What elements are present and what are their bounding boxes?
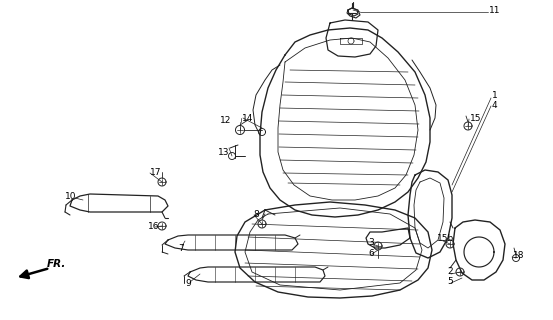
Text: FR.: FR. — [47, 259, 66, 269]
Text: 8: 8 — [253, 210, 259, 219]
Text: 12: 12 — [220, 116, 231, 124]
Text: 4: 4 — [492, 100, 498, 109]
Text: 14: 14 — [242, 114, 253, 123]
Text: 5: 5 — [447, 277, 453, 286]
Text: 6: 6 — [368, 250, 374, 259]
Text: 16: 16 — [148, 221, 159, 230]
Text: 13: 13 — [218, 148, 229, 156]
Text: 17: 17 — [150, 167, 161, 177]
Text: 1: 1 — [492, 91, 498, 100]
Text: 3: 3 — [368, 237, 374, 246]
Text: 10: 10 — [65, 191, 76, 201]
Text: 15: 15 — [470, 114, 482, 123]
Text: 18: 18 — [513, 251, 524, 260]
Text: 7: 7 — [178, 244, 184, 252]
Text: 9: 9 — [185, 279, 191, 289]
Text: 11: 11 — [489, 5, 500, 14]
Text: 15b: 15b — [437, 234, 454, 243]
Text: 2: 2 — [447, 268, 452, 276]
